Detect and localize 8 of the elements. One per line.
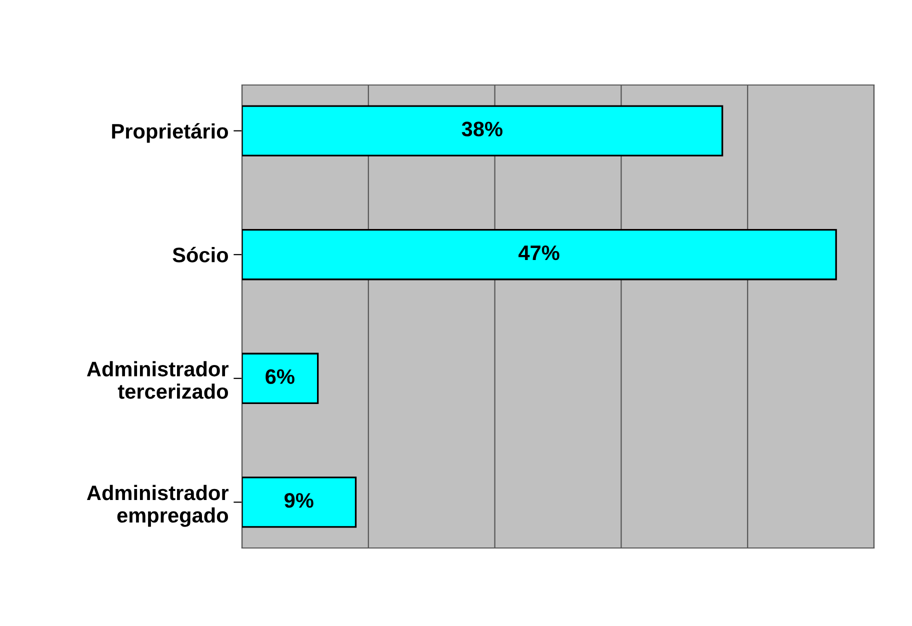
- data-label: 38%: [462, 122, 502, 136]
- data-label: 6%: [266, 369, 294, 384]
- y-tick-label: Proprietário: [112, 123, 228, 143]
- y-tick-label: Administrador empregado: [86, 484, 228, 527]
- data-label: 47%: [518, 245, 560, 260]
- y-tick-label: Administrador tercerizado: [86, 361, 228, 399]
- y-tick-label: Sócio: [172, 246, 228, 262]
- data-label: 9%: [284, 493, 314, 508]
